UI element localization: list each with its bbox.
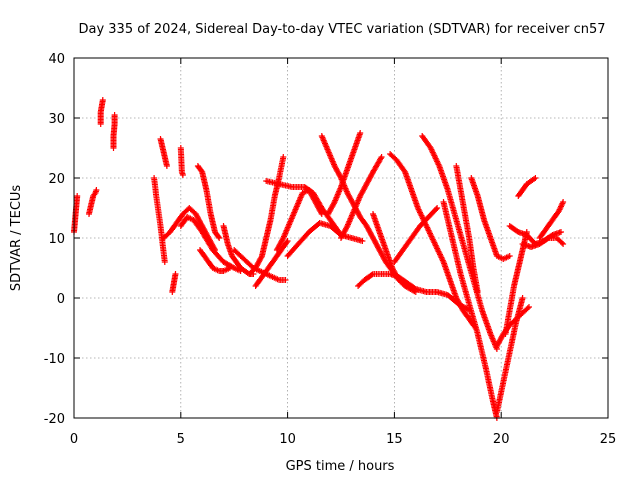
data-markers	[157, 136, 170, 169]
series-s16	[252, 238, 291, 289]
series-s36	[519, 235, 567, 250]
data-markers	[197, 247, 233, 274]
data-markers	[468, 175, 513, 262]
x-tick-label: 25	[600, 432, 617, 447]
data-markers	[273, 187, 325, 253]
series-s06	[157, 136, 170, 169]
data-markers	[86, 187, 100, 217]
series-s02	[86, 187, 100, 217]
series-s30	[468, 175, 513, 262]
data-markers	[110, 112, 118, 151]
data-markers	[370, 211, 409, 289]
data-markers	[419, 133, 500, 352]
series-s12	[197, 247, 233, 274]
y-tick-label: 20	[48, 172, 65, 187]
data-markers	[387, 151, 479, 331]
axis-ticks: 0 5 10 15 20 25 -20 -10 0 10 20 30 40	[44, 52, 617, 447]
x-tick-label: 5	[177, 432, 185, 447]
series-s03	[97, 97, 106, 127]
series-s05	[151, 175, 168, 265]
series-s21	[325, 130, 364, 217]
data-markers	[391, 205, 441, 265]
x-tick-label: 10	[279, 432, 296, 447]
x-tick-label: 15	[386, 432, 403, 447]
x-tick-label: 0	[70, 432, 78, 447]
data-markers	[194, 163, 223, 241]
data-markers	[325, 130, 364, 217]
series-s07	[169, 271, 179, 295]
series-s04	[110, 112, 118, 151]
plot-points	[71, 97, 567, 421]
y-tick-label: 30	[48, 112, 65, 127]
data-markers	[338, 154, 385, 241]
data-markers	[515, 175, 539, 199]
series-s22	[338, 154, 385, 241]
series-s26	[391, 205, 441, 265]
series-s27	[419, 133, 500, 352]
series-s24	[370, 211, 409, 289]
x-axis-label: GPS time / hours	[286, 459, 395, 474]
series-s35	[515, 175, 539, 199]
data-markers	[177, 214, 244, 274]
data-markers	[97, 97, 106, 127]
data-markers	[453, 163, 481, 295]
y-axis-label: SDTVAR / TECUs	[9, 185, 24, 292]
data-markers	[252, 238, 291, 289]
data-markers	[151, 175, 168, 265]
data-markers	[169, 271, 179, 295]
y-tick-label: 0	[57, 292, 65, 307]
y-tick-label: 10	[48, 232, 65, 247]
x-tick-label: 20	[493, 432, 510, 447]
y-tick-label: -20	[44, 412, 65, 427]
series-s25	[387, 151, 479, 331]
data-markers	[536, 199, 567, 241]
data-markers	[519, 235, 567, 250]
series-s08	[177, 145, 186, 178]
series-s11	[194, 163, 223, 241]
y-tick-label: 40	[48, 52, 65, 67]
y-tick-label: -10	[44, 352, 65, 367]
series-s28	[440, 199, 500, 421]
data-markers	[177, 145, 186, 178]
chart-title: Day 335 of 2024, Sidereal Day-to-day VTE…	[78, 22, 605, 37]
series-s10	[177, 214, 244, 274]
series-s29	[453, 163, 481, 295]
series-s18	[273, 187, 325, 253]
data-markers	[440, 199, 500, 421]
series-s37	[536, 199, 567, 241]
